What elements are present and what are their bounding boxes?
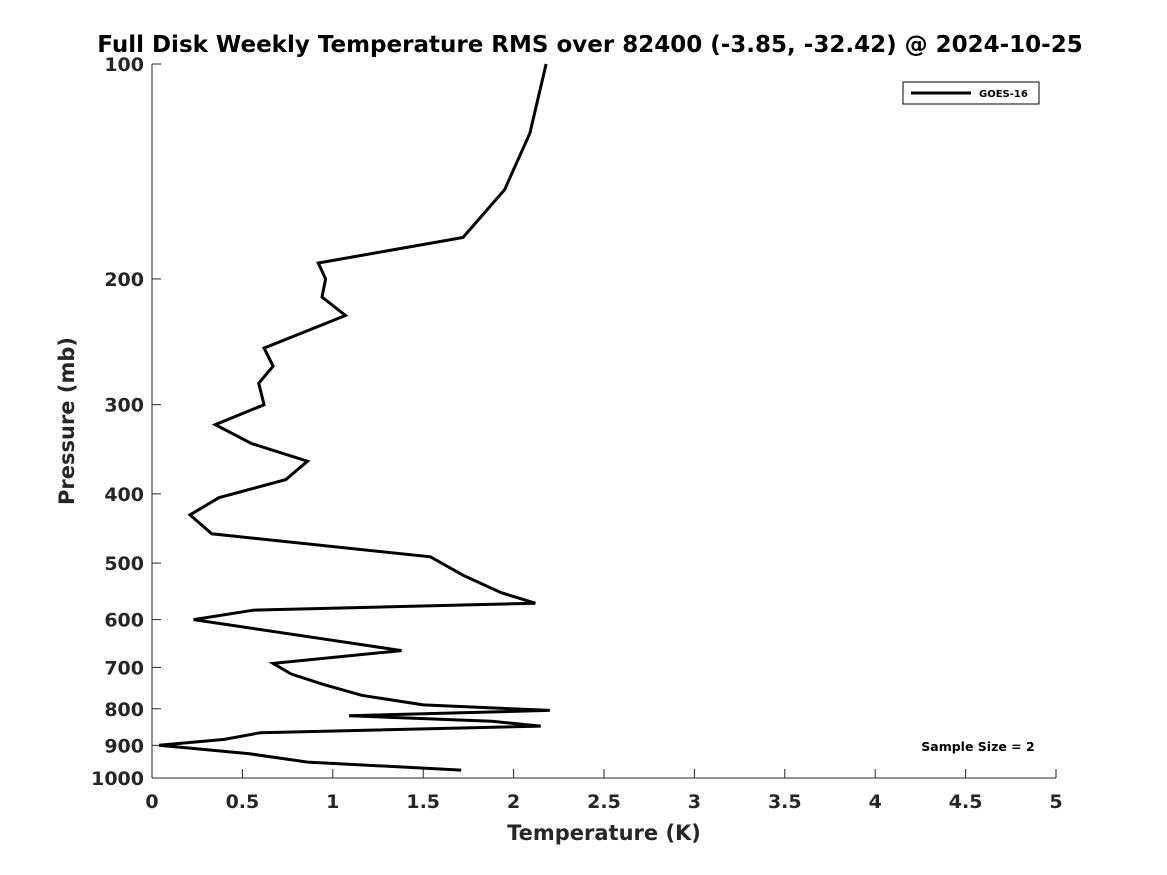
chart-title: Full Disk Weekly Temperature RMS over 82… [97,32,1083,58]
x-tick-label: 3.5 [768,791,802,813]
x-tick-label: 1 [326,791,339,813]
y-tick-label: 900 [104,735,144,757]
y-tick-label: 300 [104,395,144,417]
y-tick-label: 100 [104,54,144,76]
x-axis-label: Temperature (K) [507,821,701,845]
legend-label-goes16: GOES-16 [979,89,1028,100]
y-tick-label: 600 [104,610,144,632]
x-tick-label: 2 [507,791,520,813]
x-tick-label: 3 [688,791,701,813]
y-tick-label: 700 [104,657,144,679]
x-tick-label: 5 [1049,791,1062,813]
sample-size-annotation: Sample Size = 2 [921,739,1034,754]
series-line-goes16 [159,63,550,772]
y-tick-label: 500 [104,553,144,575]
x-axis-ticks: 0 0.5 1 1.5 2 2.5 3 3.5 4 4.5 5 [145,769,1063,813]
y-tick-label: 1000 [91,768,144,790]
legend: GOES-16 [902,81,1040,105]
x-tick-label: 4.5 [949,791,983,813]
x-tick-label: 4 [869,791,882,813]
plot-area: 0 0.5 1 1.5 2 2.5 3 3.5 4 4.5 5 100 200 300 400 500 600… [91,54,1063,813]
y-axis-label: Pressure (mb) [55,337,79,505]
y-tick-label: 200 [104,269,144,291]
x-tick-label: 1.5 [406,791,440,813]
y-tick-label: 400 [104,484,144,506]
y-tick-label: 800 [104,699,144,721]
x-tick-label: 2.5 [587,791,621,813]
x-tick-label: 0 [145,791,158,813]
x-tick-label: 0.5 [226,791,260,813]
y-axis-ticks: 100 200 300 400 500 600 700 800 900 1000 [91,54,161,790]
